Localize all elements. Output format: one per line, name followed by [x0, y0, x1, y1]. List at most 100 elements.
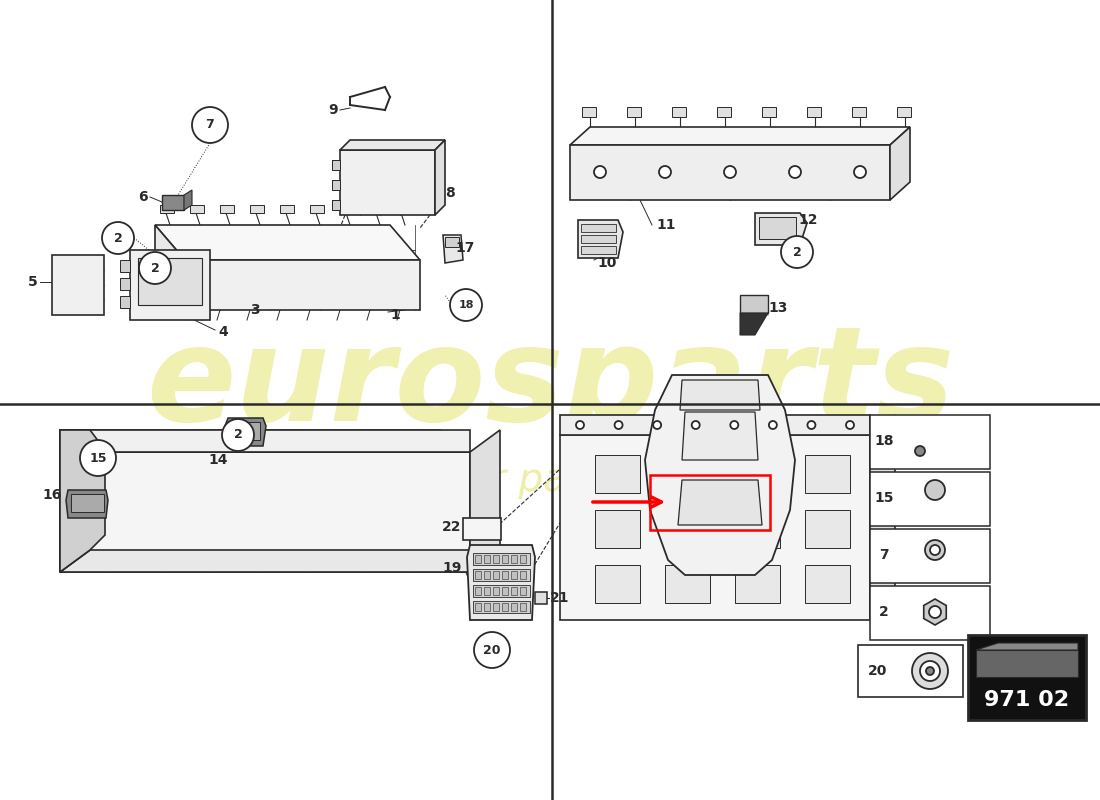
Bar: [72, 494, 104, 512]
Bar: [520, 587, 526, 595]
Circle shape: [659, 166, 671, 178]
Circle shape: [781, 236, 813, 268]
Circle shape: [594, 166, 606, 178]
Polygon shape: [470, 430, 500, 572]
Bar: [627, 107, 641, 117]
Bar: [852, 107, 866, 117]
Text: 16: 16: [43, 488, 62, 502]
Bar: [502, 571, 508, 579]
Bar: [340, 205, 354, 213]
Bar: [581, 224, 616, 232]
Bar: [310, 205, 324, 213]
Bar: [717, 107, 732, 117]
Text: 8: 8: [446, 186, 454, 200]
Text: 1: 1: [390, 308, 399, 322]
Text: 2: 2: [879, 605, 889, 619]
Bar: [120, 296, 130, 308]
Polygon shape: [570, 145, 890, 200]
Polygon shape: [66, 490, 108, 518]
Bar: [896, 107, 911, 117]
Bar: [475, 603, 481, 611]
Bar: [512, 603, 517, 611]
Text: 15: 15: [89, 451, 107, 465]
Text: 7: 7: [879, 548, 889, 562]
Bar: [475, 571, 481, 579]
Text: 13: 13: [768, 301, 788, 315]
Circle shape: [222, 419, 254, 451]
Polygon shape: [976, 643, 1078, 650]
Circle shape: [930, 545, 940, 555]
Bar: [582, 107, 596, 117]
Text: 15: 15: [874, 491, 893, 505]
Text: 9: 9: [329, 103, 338, 117]
Text: 20: 20: [868, 664, 888, 678]
Text: 971 02: 971 02: [984, 690, 1069, 710]
Polygon shape: [645, 375, 795, 575]
Text: 20: 20: [483, 643, 500, 657]
Circle shape: [925, 540, 945, 560]
Bar: [220, 205, 234, 213]
Circle shape: [192, 107, 228, 143]
Bar: [735, 455, 780, 493]
Circle shape: [915, 446, 925, 456]
Bar: [484, 587, 490, 595]
Polygon shape: [130, 250, 210, 320]
Polygon shape: [60, 430, 470, 452]
Bar: [520, 555, 526, 563]
Polygon shape: [226, 418, 266, 446]
Bar: [735, 565, 780, 603]
Polygon shape: [740, 295, 768, 313]
Polygon shape: [434, 140, 446, 215]
Polygon shape: [185, 260, 420, 310]
Text: 4: 4: [218, 325, 228, 339]
Bar: [370, 205, 384, 213]
Polygon shape: [570, 127, 910, 145]
Circle shape: [926, 667, 934, 675]
Polygon shape: [678, 480, 762, 525]
Bar: [502, 603, 508, 611]
Bar: [493, 587, 499, 595]
Polygon shape: [680, 380, 760, 410]
Bar: [666, 565, 710, 603]
Text: 14: 14: [209, 453, 228, 467]
Bar: [120, 260, 130, 272]
Bar: [332, 180, 340, 190]
Circle shape: [920, 661, 940, 681]
Polygon shape: [560, 415, 870, 435]
Polygon shape: [155, 225, 420, 260]
Polygon shape: [755, 213, 807, 245]
Bar: [190, 205, 204, 213]
Circle shape: [854, 166, 866, 178]
Bar: [250, 205, 264, 213]
Polygon shape: [60, 430, 90, 572]
Circle shape: [769, 421, 777, 429]
Circle shape: [930, 606, 940, 618]
Bar: [870, 586, 990, 640]
Polygon shape: [162, 195, 184, 210]
Bar: [475, 587, 481, 595]
Bar: [473, 553, 530, 565]
Text: 11: 11: [656, 218, 675, 232]
Text: 2: 2: [113, 231, 122, 245]
Polygon shape: [340, 150, 434, 215]
Circle shape: [474, 632, 510, 668]
Text: 10: 10: [597, 256, 616, 270]
Bar: [762, 107, 776, 117]
Text: 6: 6: [139, 190, 148, 204]
Bar: [502, 587, 508, 595]
Circle shape: [615, 421, 623, 429]
Text: 18: 18: [459, 300, 474, 310]
Circle shape: [692, 421, 700, 429]
Text: 2: 2: [151, 262, 160, 274]
Bar: [446, 237, 459, 247]
Bar: [160, 205, 174, 213]
Bar: [520, 571, 526, 579]
Bar: [805, 510, 850, 548]
Polygon shape: [682, 412, 758, 460]
Polygon shape: [924, 599, 946, 625]
Circle shape: [576, 421, 584, 429]
Bar: [473, 601, 530, 613]
Text: 5: 5: [29, 275, 38, 289]
Bar: [512, 571, 517, 579]
Polygon shape: [870, 415, 895, 620]
